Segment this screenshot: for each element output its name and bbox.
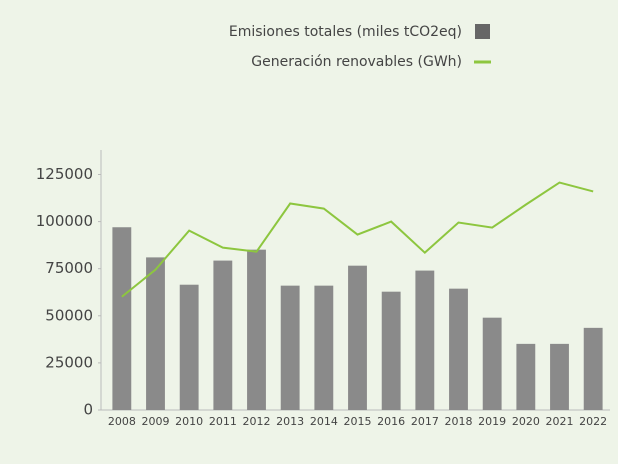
x-tick-label: 2010 (175, 415, 203, 428)
bar (213, 260, 233, 410)
x-tick-label: 2018 (445, 415, 473, 428)
legend-label: Emisiones totales (miles tCO2eq) (229, 24, 462, 40)
x-tick-label: 2022 (579, 415, 607, 428)
y-tick-label: 100000 (36, 212, 93, 230)
x-tick-label: 2016 (377, 415, 405, 428)
bar (583, 327, 603, 410)
bar (415, 270, 435, 410)
x-tick-label: 2020 (512, 415, 540, 428)
bar (516, 343, 536, 410)
y-tick-label: 125000 (36, 165, 93, 183)
line (121, 181, 594, 298)
y-tick-label: 75000 (45, 259, 93, 277)
x-tick-label: 2012 (243, 415, 271, 428)
bar (146, 257, 165, 410)
y-tick-label: 25000 (45, 353, 93, 371)
bar (449, 288, 468, 410)
bar (550, 343, 569, 410)
bar (482, 317, 502, 410)
x-tick-label: 2008 (108, 415, 136, 428)
y-tick-label: 0 (83, 401, 93, 419)
y-tick-label: 50000 (45, 306, 93, 324)
x-tick-label: 2009 (142, 415, 170, 428)
bar (179, 284, 199, 410)
bar (348, 265, 367, 410)
legend-swatch (475, 24, 490, 39)
x-tick-label: 2014 (310, 415, 338, 428)
x-tick-label: 2015 (344, 415, 372, 428)
x-tick-label: 2019 (478, 415, 506, 428)
bar (112, 227, 132, 410)
x-tick-label: 2013 (276, 415, 304, 428)
x-tick-label: 2011 (209, 415, 237, 428)
bar (280, 285, 300, 410)
bar (314, 285, 334, 410)
x-tick-label: 2017 (411, 415, 439, 428)
x-tick-label: 2021 (546, 415, 574, 428)
legend-label: Generación renovables (GWh) (251, 54, 462, 70)
bar (247, 249, 266, 410)
bar (381, 291, 401, 410)
